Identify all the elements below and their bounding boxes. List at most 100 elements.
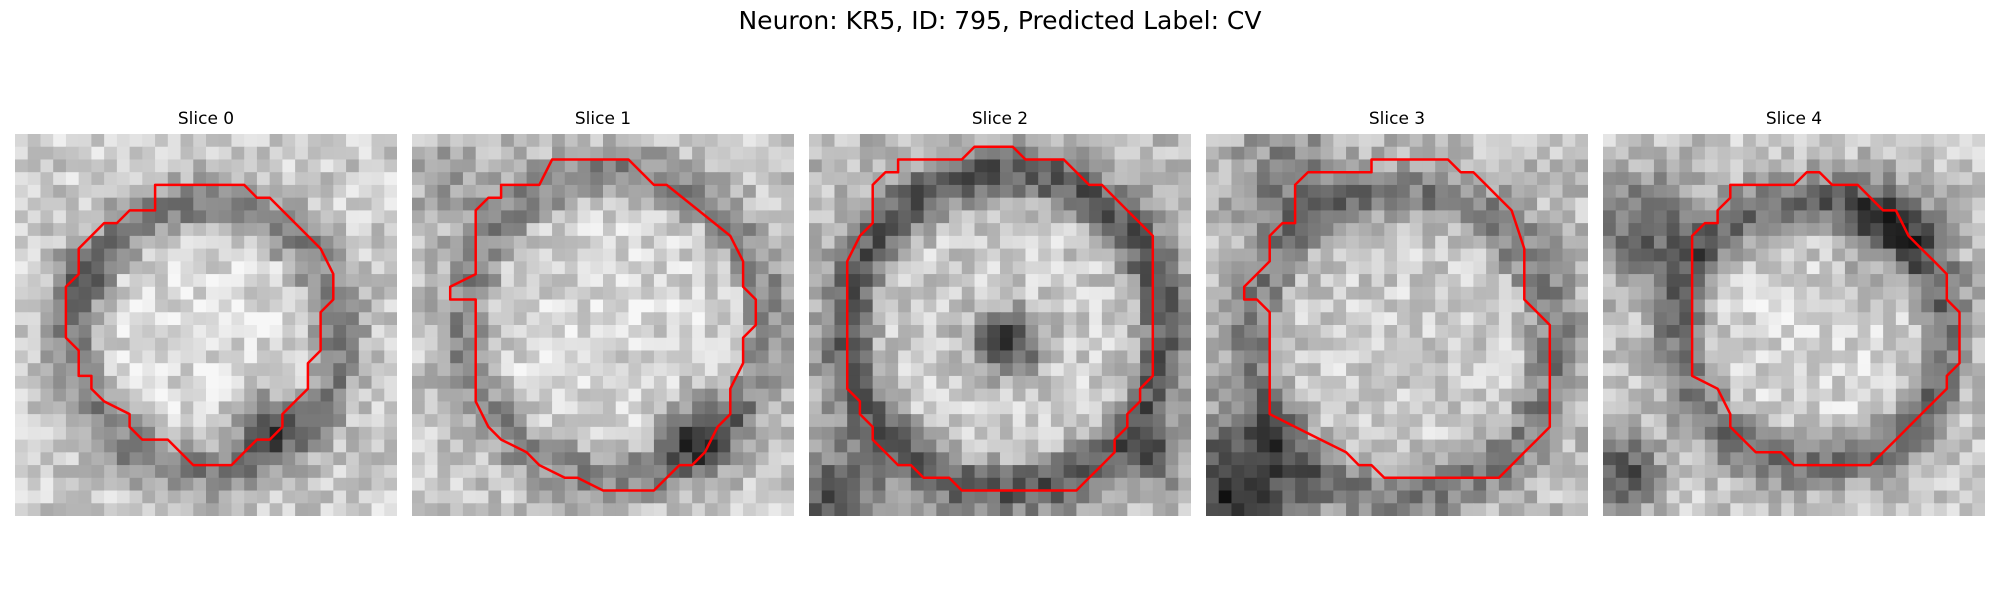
pixel <box>437 210 451 224</box>
pixel <box>1114 261 1128 275</box>
pixel <box>859 235 874 250</box>
pixel <box>1178 134 1191 148</box>
pixel <box>193 274 207 288</box>
pixel <box>821 477 836 492</box>
pixel <box>1832 134 1846 148</box>
pixel <box>1101 439 1116 453</box>
pixel <box>1679 350 1693 364</box>
pixel <box>1895 325 1910 339</box>
pixel <box>488 439 502 453</box>
pixel <box>1628 134 1642 148</box>
pixel <box>1895 388 1910 402</box>
pixel <box>1562 350 1576 364</box>
pixel <box>1295 414 1309 428</box>
pixel <box>1152 490 1167 504</box>
pixel <box>679 235 693 250</box>
pixel <box>307 159 322 173</box>
pixel <box>1562 197 1576 211</box>
pixel <box>1615 299 1630 313</box>
pixel <box>65 401 80 415</box>
pixel <box>1140 286 1154 301</box>
pixel <box>577 299 591 313</box>
pixel <box>1806 325 1821 339</box>
pixel <box>269 439 283 453</box>
pixel <box>1218 350 1233 364</box>
pixel <box>1206 465 1220 479</box>
pixel <box>1282 159 1296 173</box>
pixel <box>1050 299 1065 313</box>
pixel <box>809 184 823 199</box>
pixel <box>1972 146 1985 161</box>
pixel <box>1730 235 1744 250</box>
pixel <box>1460 172 1474 186</box>
pixel <box>1422 159 1436 173</box>
pixel <box>475 426 489 441</box>
pixel <box>1152 286 1167 301</box>
pixel <box>859 197 874 211</box>
pixel <box>307 134 322 148</box>
pixel <box>282 146 296 161</box>
pixel <box>129 299 143 313</box>
pixel <box>1282 274 1296 288</box>
pixel <box>1000 159 1014 173</box>
pixel <box>1178 477 1191 492</box>
pixel <box>1473 325 1487 339</box>
pixel <box>282 299 296 313</box>
pixel <box>1857 172 1871 186</box>
pixel <box>1063 261 1077 275</box>
pixel <box>552 503 566 516</box>
pixel <box>333 414 347 428</box>
pixel <box>333 184 347 199</box>
pixel <box>949 414 963 428</box>
pixel <box>218 299 233 313</box>
pixel <box>1025 286 1039 301</box>
pixel <box>898 414 912 428</box>
pixel <box>129 375 143 390</box>
pixel <box>1972 337 1985 352</box>
pixel <box>142 414 156 428</box>
pixel <box>1307 134 1322 148</box>
pixel <box>358 134 373 148</box>
pixel <box>501 337 515 352</box>
pixel <box>1819 299 1833 313</box>
pixel <box>1346 337 1360 352</box>
pixel <box>320 503 334 516</box>
pixel <box>1089 248 1103 262</box>
pixel <box>847 286 861 301</box>
pixel <box>1333 197 1347 211</box>
pixel <box>809 503 823 516</box>
pixel <box>412 159 426 173</box>
pixel <box>743 235 757 250</box>
pixel <box>1256 401 1271 415</box>
pixel <box>1397 375 1411 390</box>
pixel <box>1473 210 1487 224</box>
pixel <box>717 274 731 288</box>
pixel <box>1101 465 1116 479</box>
pixel <box>603 146 617 161</box>
pixel <box>1165 286 1179 301</box>
pixel <box>679 452 693 466</box>
pixel <box>1269 414 1283 428</box>
pixel <box>1972 503 1985 516</box>
pixel <box>872 414 886 428</box>
pixel <box>1473 299 1487 313</box>
pixel <box>295 159 309 173</box>
pixel <box>615 159 630 173</box>
pixel <box>256 388 271 402</box>
pixel <box>462 439 477 453</box>
pixel <box>1768 337 1782 352</box>
pixel <box>1152 210 1167 224</box>
pixel <box>15 465 29 479</box>
pixel <box>307 363 322 377</box>
pixel <box>116 248 131 262</box>
pixel <box>218 223 233 237</box>
pixel <box>104 197 118 211</box>
pixel <box>475 248 489 262</box>
pixel <box>358 261 373 275</box>
pixel <box>371 299 385 313</box>
pixel <box>1333 261 1347 275</box>
pixel <box>104 477 118 492</box>
pixel <box>346 337 360 352</box>
pixel <box>1460 401 1474 415</box>
pixel <box>1575 490 1588 504</box>
